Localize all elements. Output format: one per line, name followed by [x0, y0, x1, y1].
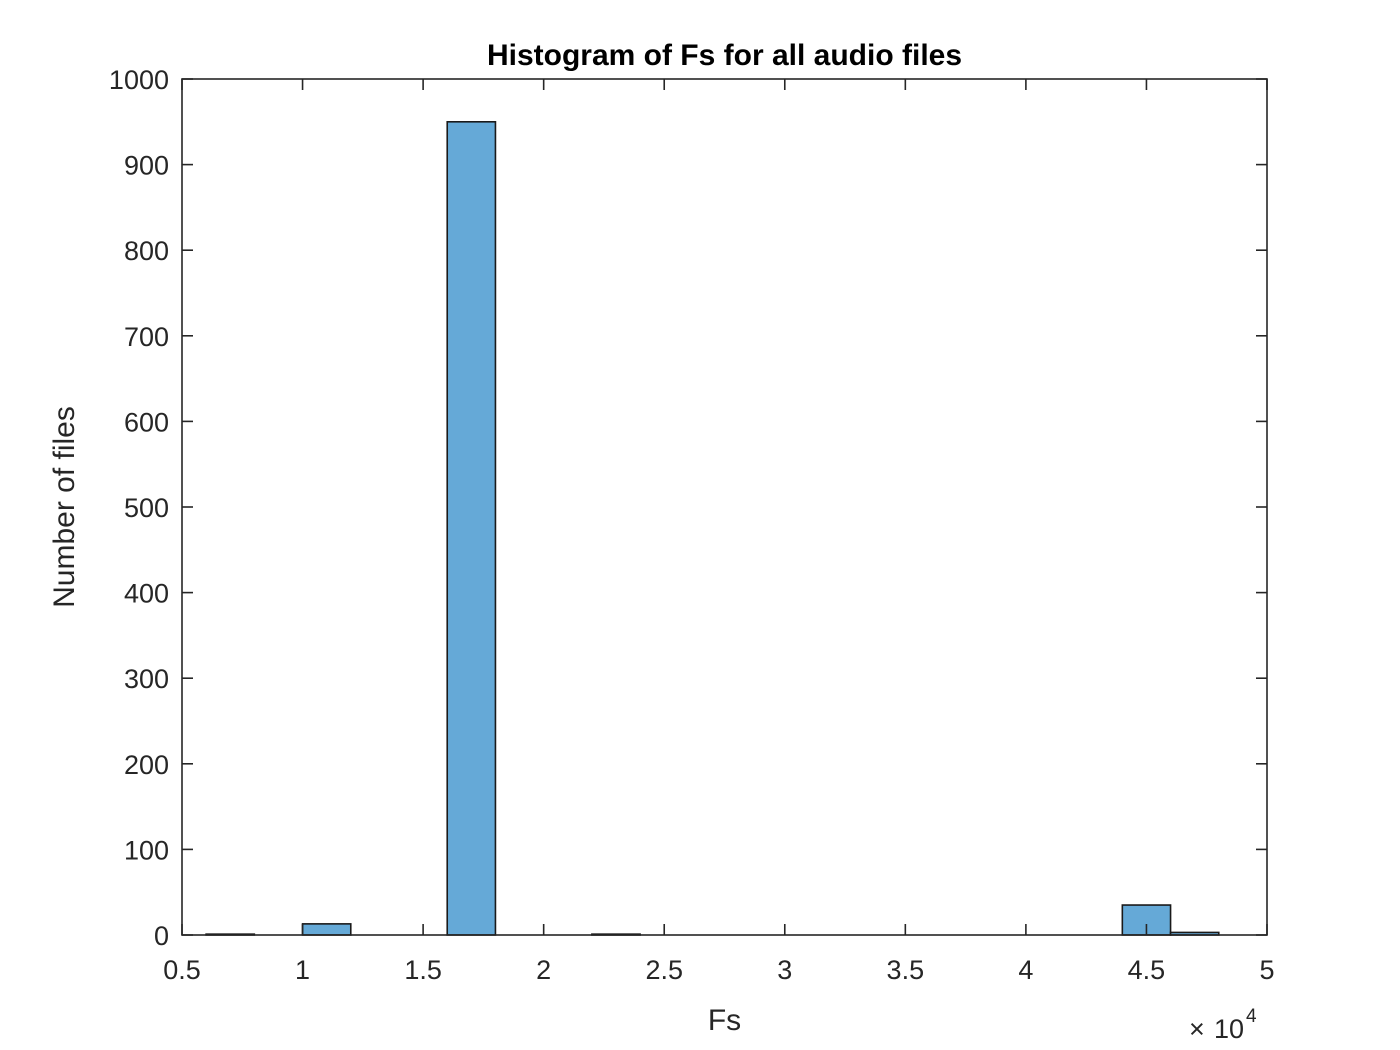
y-tick-labels: 0 100 200 300 400 500 600 700 800 900 1000: [109, 65, 169, 951]
x-exponent-label: × 10 4: [1189, 1006, 1257, 1044]
y-tick-label: 800: [124, 236, 169, 266]
x-tick-label: 1: [295, 955, 310, 985]
y-tick-label: 0: [154, 921, 169, 951]
exponent-power: 4: [1246, 1006, 1257, 1027]
y-tick-label: 400: [124, 579, 169, 609]
x-tick-label: 2.5: [645, 955, 683, 985]
y-tick-label: 300: [124, 664, 169, 694]
x-tick-label: 3.5: [887, 955, 925, 985]
axis-ticks: [181, 78, 1268, 936]
x-tick-label: 1.5: [404, 955, 442, 985]
y-tick-label: 600: [124, 407, 169, 437]
plot-frame: [181, 78, 1268, 936]
y-tick-label: 200: [124, 750, 169, 780]
x-tick-label: 4: [1018, 955, 1033, 985]
x-tick-labels: 0.5 1 1.5 2 2.5 3 3.5 4 4.5 5: [163, 955, 1274, 985]
x-tick-label: 2: [536, 955, 551, 985]
x-tick-label: 0.5: [163, 955, 201, 985]
x-tick-label: 5: [1259, 955, 1274, 985]
x-tick-label: 3: [777, 955, 792, 985]
y-tick-label: 500: [124, 493, 169, 523]
y-tick-label: 100: [124, 835, 169, 865]
exponent-base: 10: [1214, 1014, 1244, 1044]
x-axis-label: Fs: [708, 1004, 741, 1037]
histogram-bar: [301, 923, 352, 936]
y-axis-label: Number of files: [48, 406, 81, 608]
y-tick-label: 700: [124, 322, 169, 352]
histogram-bar: [446, 121, 497, 936]
y-tick-label: 1000: [109, 65, 169, 95]
chart-title: Histogram of Fs for all audio files: [487, 39, 962, 72]
multiply-sign: ×: [1189, 1014, 1205, 1044]
plot-area: [182, 79, 1267, 935]
x-tick-label: 4.5: [1128, 955, 1166, 985]
y-tick-label: 900: [124, 151, 169, 181]
